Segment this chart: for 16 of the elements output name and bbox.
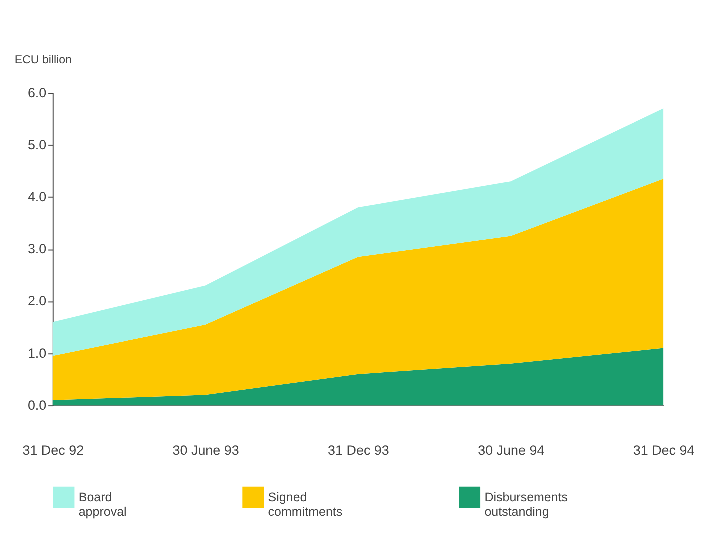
x-tick-label: 30 June 93 (172, 443, 240, 458)
legend-label: Board approval (78, 490, 127, 519)
y-tick-label: 5.0 (28, 137, 47, 152)
x-tick-label: 31 Dec 93 (328, 443, 390, 458)
x-tick-label: 30 June 94 (478, 443, 546, 458)
y-tick-label: 0.0 (28, 398, 47, 413)
y-tick-label: 6.0 (28, 85, 47, 100)
y-tick-label: 1.0 (28, 346, 47, 361)
y-tick-label: 2.0 (28, 294, 47, 309)
x-tick-label: 31 Dec 94 (633, 443, 696, 458)
y-axis-title: ECU billion (14, 54, 72, 67)
x-tick-label: 31 Dec 92 (22, 443, 84, 458)
y-tick-label: 4.0 (28, 190, 47, 205)
y-tick-label: 3.0 (28, 242, 47, 257)
legend-label: Signed commitments (268, 490, 343, 519)
legend-label: Disbursements outstanding (484, 490, 568, 519)
